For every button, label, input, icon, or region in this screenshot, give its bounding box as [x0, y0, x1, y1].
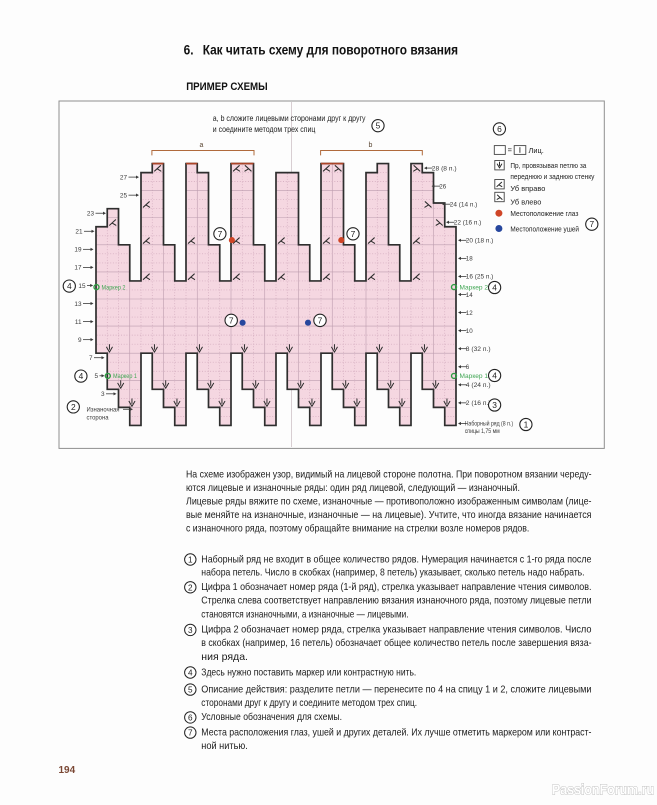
svg-text:7: 7	[229, 315, 234, 325]
svg-text:Описание действия: разделите п: Описание действия: разделите петли — пер…	[201, 684, 591, 695]
svg-text:ной нитью.: ной нитью.	[201, 741, 248, 752]
svg-text:6: 6	[466, 364, 470, 371]
svg-text:27: 27	[120, 174, 128, 181]
svg-text:28 (8 п.): 28 (8 п.)	[432, 165, 457, 172]
svg-text:Маркер 2: Маркер 2	[460, 284, 489, 291]
svg-text:Цифра 1 обозначает номер ряда: Цифра 1 обозначает номер ряда (1-й ряд),…	[201, 581, 591, 593]
svg-text:Условные обозначения для схемы: Условные обозначения для схемы.	[201, 711, 342, 723]
svg-text:Пр, провязывая петлю за: Пр, провязывая петлю за	[510, 161, 587, 170]
svg-text:19: 19	[74, 247, 82, 254]
svg-text:Наборный ряд не входит в общее: Наборный ряд не входит в общее количеств…	[201, 553, 591, 565]
svg-text:Местоположение глаз: Местоположение глаз	[510, 209, 579, 218]
svg-text:8 (32 п.): 8 (32 п.)	[466, 346, 491, 353]
svg-text:3: 3	[492, 400, 497, 410]
svg-text:На схеме изображен узор, видим: На схеме изображен узор, видимый на лице…	[186, 469, 592, 481]
svg-text:Уб влево: Уб влево	[510, 197, 541, 206]
svg-text:10: 10	[466, 328, 473, 335]
svg-text:3: 3	[101, 391, 105, 398]
svg-text:13: 13	[74, 301, 82, 308]
svg-text:9: 9	[78, 337, 82, 344]
svg-text:7: 7	[589, 219, 594, 229]
svg-text:вые меняйте на изнаночные, изн: вые меняйте на изнаночные, изнаночные — …	[186, 510, 592, 521]
svg-text:2: 2	[188, 583, 193, 592]
svg-text:7: 7	[318, 315, 323, 325]
svg-text:14: 14	[466, 292, 473, 299]
svg-text:b: b	[369, 142, 373, 149]
svg-text:4: 4	[492, 283, 497, 293]
svg-text:ются лицевые и изнаночные ряды: ются лицевые и изнаночные ряды: один ряд…	[186, 483, 520, 494]
svg-text:ния ряда.: ния ряда.	[201, 652, 248, 663]
svg-text:21: 21	[75, 229, 83, 236]
svg-text:20 (18 п.): 20 (18 п.)	[466, 238, 494, 245]
svg-text:5: 5	[188, 686, 193, 695]
svg-text:5: 5	[376, 121, 381, 131]
svg-text:2 (16 п.): 2 (16 п.)	[466, 400, 491, 407]
svg-text:22 (16 п.): 22 (16 п.)	[454, 220, 482, 227]
svg-text:7: 7	[89, 355, 93, 362]
svg-text:Изнаночная: Изнаночная	[87, 407, 120, 414]
svg-text:3: 3	[188, 626, 193, 635]
svg-text:4: 4	[188, 668, 193, 677]
svg-text:Здесь нужно поставить маркер и: Здесь нужно поставить маркер или контрас…	[201, 667, 416, 678]
svg-text:=: =	[508, 146, 512, 155]
svg-text:7: 7	[188, 729, 193, 738]
svg-text:Маркер 1: Маркер 1	[113, 373, 137, 380]
svg-text:6. Как читать схему для повор: 6. Как читать схему для поворотного вяза…	[184, 42, 459, 57]
svg-text:в скобках (например, 16 петель: в скобках (например, 16 петель) обознача…	[201, 637, 591, 649]
svg-text:2: 2	[71, 402, 76, 412]
svg-text:набора петель. Число в скобках: набора петель. Число в скобках (например…	[201, 567, 584, 579]
svg-text:24 (14 п.): 24 (14 п.)	[450, 202, 478, 209]
svg-text:5: 5	[94, 373, 98, 380]
svg-text:Лиц.: Лиц.	[529, 146, 544, 155]
svg-text:сторона: сторона	[87, 415, 109, 422]
svg-text:26: 26	[439, 183, 446, 190]
svg-text:17: 17	[74, 265, 82, 272]
svg-text:Уб вправо: Уб вправо	[510, 184, 545, 193]
svg-text:спицы 1,75 мм: спицы 1,75 мм	[465, 428, 500, 435]
svg-text:1: 1	[188, 555, 193, 564]
svg-text:Наборный ряд (8 п.): Наборный ряд (8 п.)	[465, 420, 513, 428]
svg-text:18: 18	[466, 256, 473, 263]
svg-text:сторонами друг к другу и соеди: сторонами друг к другу и соедините метод…	[201, 698, 417, 709]
svg-text:11: 11	[75, 319, 82, 326]
svg-text:a: a	[200, 142, 204, 149]
svg-text:194: 194	[59, 765, 76, 776]
svg-text:12: 12	[466, 310, 473, 317]
svg-text:и соедините методом трех спиц: и соедините методом трех спиц	[213, 124, 316, 134]
svg-text:Лицевые ряды вяжите по схеме,: Лицевые ряды вяжите по схеме, изнаночные…	[186, 496, 592, 508]
svg-text:4: 4	[67, 281, 72, 291]
svg-text:23: 23	[87, 211, 95, 218]
svg-text:4 (24 п.): 4 (24 п.)	[466, 382, 491, 389]
svg-text:6: 6	[188, 713, 193, 722]
svg-text:Стрелка слева соответствует на: Стрелка слева соответствует направлению …	[201, 595, 591, 606]
svg-text:Местоположение ушей: Местоположение ушей	[510, 224, 579, 233]
svg-text:Места расположения глаз, ушей: Места расположения глаз, ушей и других д…	[201, 727, 591, 738]
svg-text:16 (25 п.): 16 (25 п.)	[466, 274, 494, 281]
svg-text:4: 4	[79, 371, 84, 381]
svg-text:Маркер 2: Маркер 2	[102, 284, 126, 291]
svg-text:Цифра 2 обозначает номер ряда,: Цифра 2 обозначает номер ряда, стрелка у…	[201, 624, 591, 636]
svg-text:ПРИМЕР СХЕМЫ: ПРИМЕР СХЕМЫ	[186, 81, 268, 93]
svg-text:1: 1	[524, 420, 529, 430]
svg-text:становятся изнаночными, а изна: становятся изнаночными, а изнаночные — л…	[201, 610, 408, 621]
svg-text:переднюю и заднюю стенку: переднюю и заднюю стенку	[510, 172, 594, 181]
svg-text:15: 15	[78, 283, 86, 290]
svg-text:с изнаночного ряда, поэтому об: с изнаночного ряда, поэтому обращайте вн…	[186, 523, 529, 535]
svg-text:Маркер 1: Маркер 1	[460, 373, 489, 380]
svg-text:a, b сложите лицевыми сторонам: a, b сложите лицевыми сторонами друг к д…	[213, 113, 366, 123]
svg-text:PassionForum.ru: PassionForum.ru	[552, 782, 654, 798]
svg-text:7: 7	[351, 229, 356, 239]
svg-text:7: 7	[218, 229, 223, 239]
svg-text:25: 25	[120, 192, 128, 199]
svg-text:6: 6	[497, 124, 502, 134]
svg-text:4: 4	[492, 371, 497, 381]
